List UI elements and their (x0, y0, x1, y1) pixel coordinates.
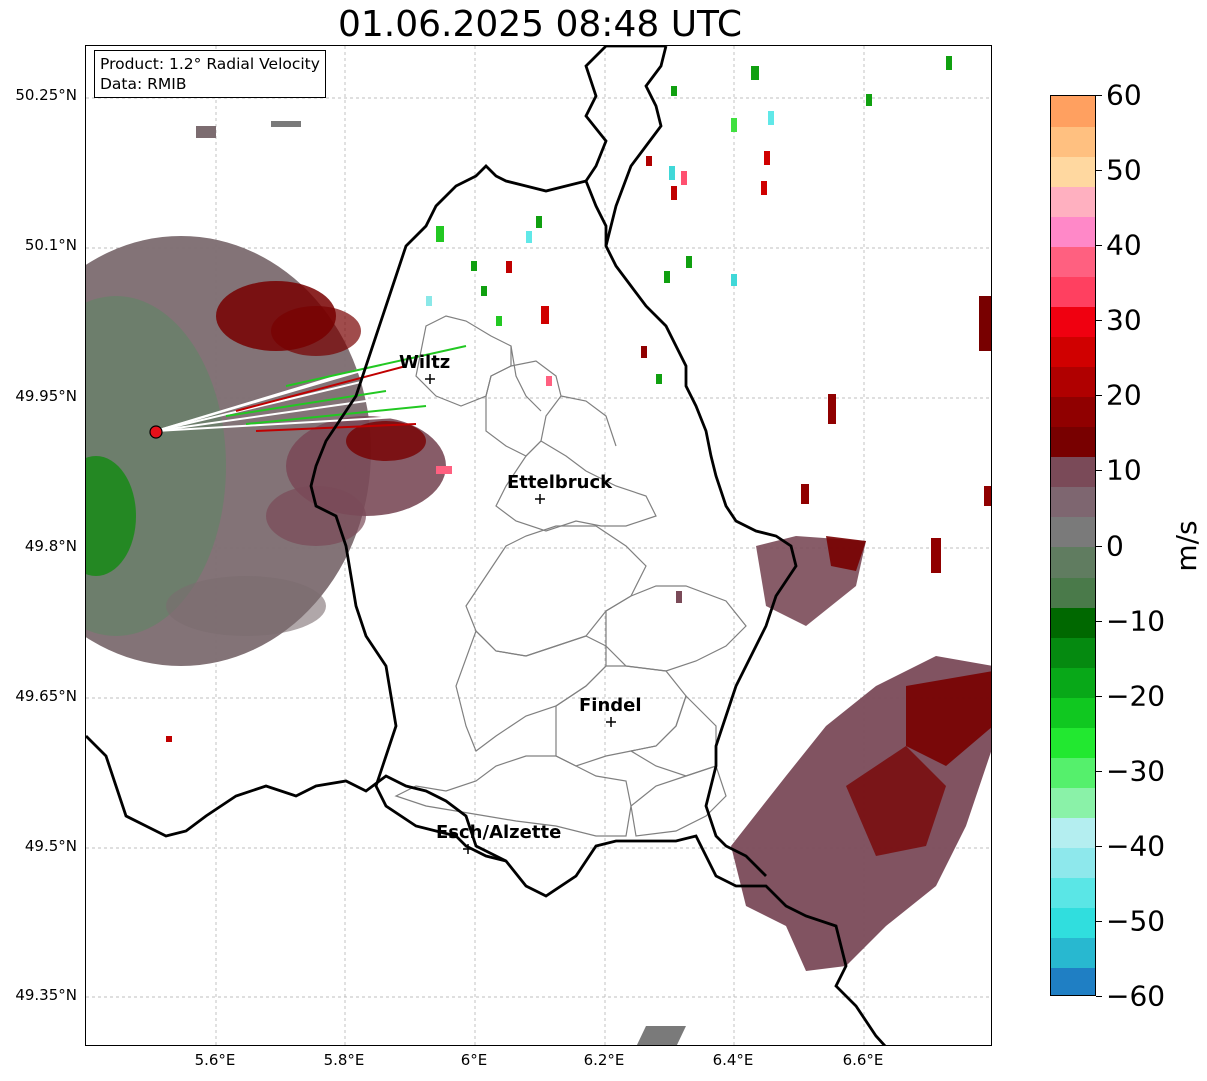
colorbar-segment (1051, 606, 1095, 638)
lat-tick-label: 50.1°N (24, 236, 77, 254)
colorbar-segment (1051, 216, 1095, 248)
lon-tick-label: 5.6°E (194, 1051, 236, 1069)
colorbar-tick-label: 0 (1106, 529, 1124, 562)
cross-icon (606, 717, 616, 727)
colorbar-tick-mark (1096, 695, 1102, 697)
colorbar-segment (1051, 426, 1095, 458)
colorbar-tick-mark (1096, 920, 1102, 922)
lon-tick-label: 6°E (460, 1051, 488, 1069)
city-wiltz: Wiltz (399, 352, 450, 384)
colorbar-tick-label: −20 (1106, 679, 1166, 713)
city-markers: Wiltz Ettelbruck Findel Esch/Alzette (399, 352, 642, 854)
colorbar-tick-mark (1096, 320, 1102, 322)
lon-tick-label: 6.2°E (583, 1051, 625, 1069)
colorbar-segment (1051, 456, 1095, 488)
colorbar-segment (1051, 516, 1095, 548)
colorbar-tick-label: 20 (1106, 378, 1142, 412)
colorbar-tick-label: 10 (1106, 453, 1142, 487)
colorbar-tick-mark (1096, 996, 1102, 997)
colorbar-tick-mark (1096, 545, 1102, 547)
lon-tick-label: 6.4°E (712, 1051, 754, 1069)
country-borders (86, 46, 887, 1045)
colorbar-tick-mark (1096, 245, 1102, 247)
city-label-wiltz: Wiltz (399, 352, 450, 373)
colorbar-unit-label: m/s (1170, 520, 1204, 572)
product-label: Product: 1.2° Radial Velocity (100, 55, 320, 73)
lat-tick-label: 50.25°N (15, 86, 77, 104)
colorbar-segment (1051, 186, 1095, 218)
colorbar-tick-label: −10 (1106, 604, 1166, 638)
colorbar-segment (1051, 96, 1095, 128)
colorbar-tick-label: 50 (1106, 153, 1142, 187)
colorbar-segment (1051, 126, 1095, 158)
colorbar-segment (1051, 246, 1095, 278)
city-esch-alzette: Esch/Alzette (436, 822, 561, 854)
lat-tick-label: 49.65°N (15, 687, 77, 705)
colorbar-tick-label: −30 (1106, 754, 1166, 788)
cross-icon (425, 374, 435, 384)
product-info-box: Product: 1.2° Radial Velocity Data: RMIB (94, 50, 326, 98)
radar-map: Wiltz Ettelbruck Findel Esch/Alzette (86, 46, 991, 1045)
colorbar-segment (1051, 636, 1095, 668)
colorbar-tick-mark (1096, 95, 1102, 96)
colorbar-tick-mark (1096, 170, 1102, 172)
map-frame: Wiltz Ettelbruck Findel Esch/Alzette (85, 45, 992, 1046)
colorbar-tick-mark (1096, 620, 1102, 622)
colorbar-tick-mark (1096, 770, 1102, 772)
colorbar-tick-label: 60 (1106, 78, 1142, 112)
colorbar-segment (1051, 726, 1095, 758)
city-ettelbruck: Ettelbruck (507, 472, 613, 504)
lat-tick-label: 49.5°N (24, 837, 77, 855)
radar-echoes-scattered (166, 56, 952, 742)
lat-tick-label: 49.8°N (24, 537, 77, 555)
colorbar-segment (1051, 336, 1095, 368)
city-label-esch-alzette: Esch/Alzette (436, 822, 561, 843)
lon-tick-label: 5.8°E (323, 1051, 365, 1069)
colorbar-segment (1051, 876, 1095, 908)
city-label-findel: Findel (579, 695, 642, 716)
colorbar-segment (1051, 936, 1095, 968)
colorbar-segment (1051, 306, 1095, 338)
colorbar-segment (1051, 756, 1095, 788)
colorbar-segment (1051, 696, 1095, 728)
radar-echoes-southeast (636, 296, 991, 1045)
colorbar-tick-mark (1096, 845, 1102, 847)
lat-tick-label: 49.35°N (15, 986, 77, 1004)
lat-tick-label: 49.95°N (15, 387, 77, 405)
colorbar-tick-mark (1096, 470, 1102, 472)
colorbar-tick-label: 30 (1106, 303, 1142, 337)
colorbar-segment (1051, 786, 1095, 818)
cross-icon (535, 494, 545, 504)
city-findel: Findel (579, 695, 642, 727)
colorbar-segment (1051, 816, 1095, 848)
colorbar-segment (1051, 576, 1095, 608)
colorbar-segment (1051, 546, 1095, 578)
colorbar-segment (1051, 156, 1095, 188)
colorbar-tick-mark (1096, 395, 1102, 397)
colorbar-tick-label: −60 (1106, 979, 1166, 1013)
colorbar-segment (1051, 486, 1095, 518)
colorbar-segment (1051, 906, 1095, 938)
commune-boundaries (394, 315, 747, 837)
colorbar (1050, 95, 1096, 996)
radar-echoes-west (86, 236, 487, 666)
colorbar-segment (1051, 366, 1095, 398)
map-title: 01.06.2025 08:48 UTC (337, 4, 743, 45)
lon-tick-label: 6.6°E (842, 1051, 884, 1069)
colorbar-tick-label: 40 (1106, 228, 1142, 262)
colorbar-tick-label: −40 (1106, 829, 1166, 863)
city-label-ettelbruck: Ettelbruck (507, 472, 613, 493)
colorbar-segment (1051, 396, 1095, 428)
colorbar-segment (1051, 666, 1095, 698)
colorbar-tick-label: −50 (1106, 904, 1166, 938)
colorbar-segment (1051, 846, 1095, 878)
cross-icon (463, 844, 473, 854)
data-source-label: Data: RMIB (100, 75, 187, 93)
radar-site-icon (149, 425, 163, 439)
colorbar-segment (1051, 276, 1095, 308)
colorbar-segment (1051, 966, 1095, 995)
